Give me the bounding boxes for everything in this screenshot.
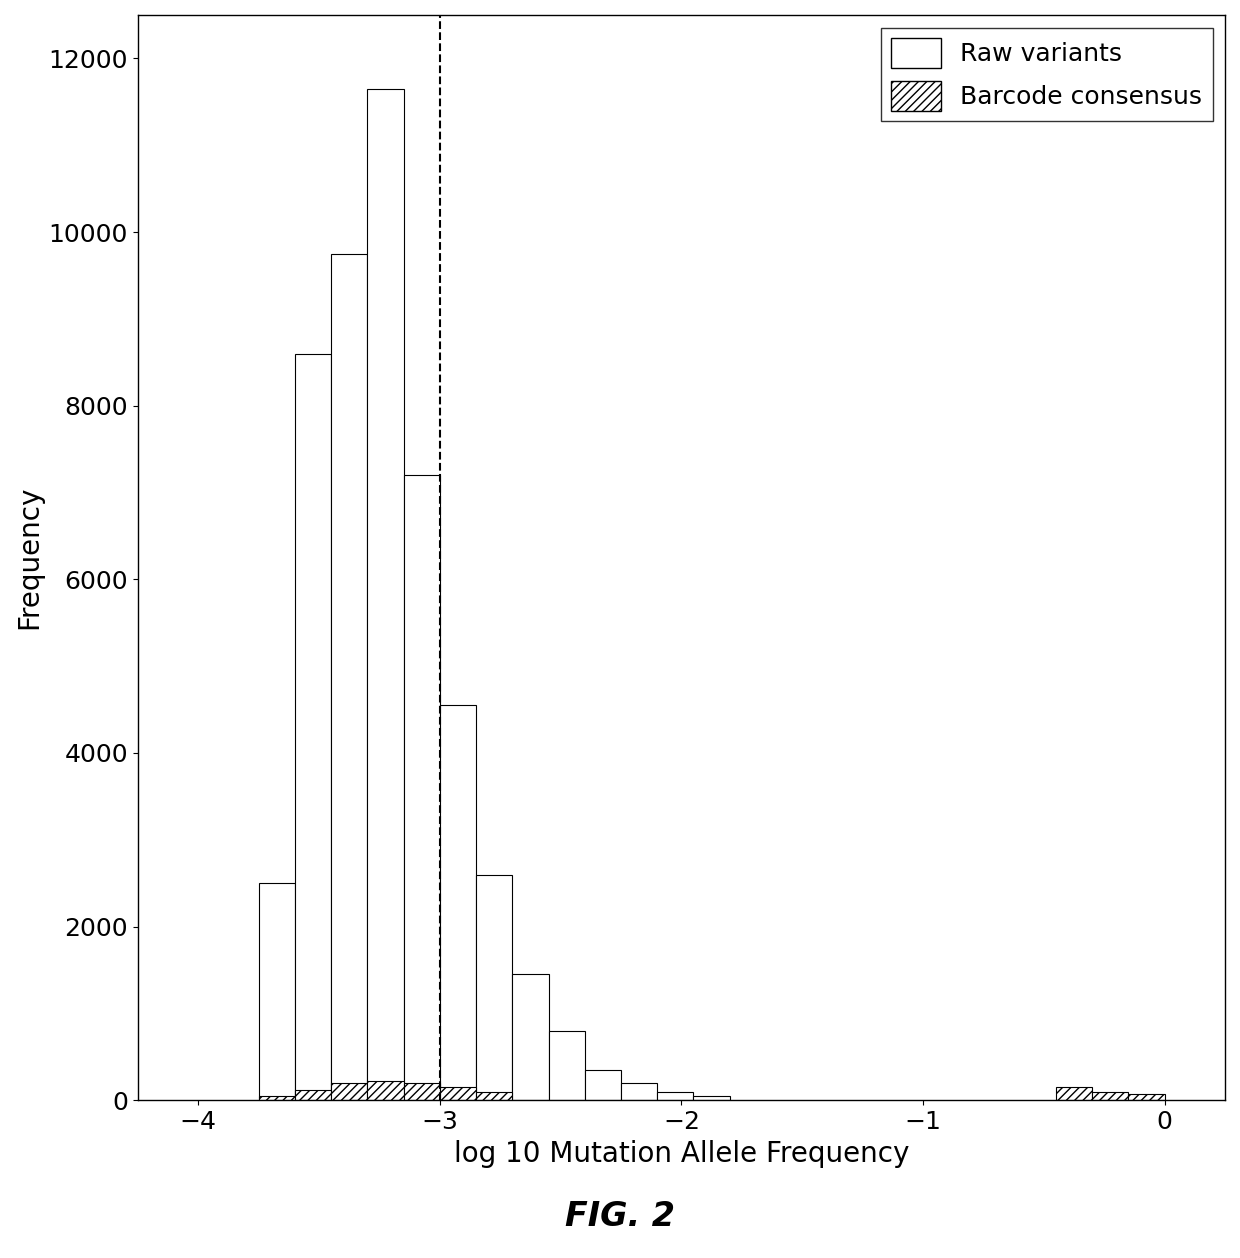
Bar <box>621 1083 657 1101</box>
Y-axis label: Frequency: Frequency <box>15 486 43 629</box>
Bar <box>367 89 403 1101</box>
X-axis label: log 10 Mutation Allele Frequency: log 10 Mutation Allele Frequency <box>454 1140 909 1167</box>
Bar <box>1056 1087 1092 1101</box>
Bar <box>1128 1094 1164 1101</box>
Legend: Raw variants, Barcode consensus: Raw variants, Barcode consensus <box>880 28 1213 121</box>
Bar <box>1092 1092 1128 1101</box>
Bar <box>403 476 440 1101</box>
Bar <box>295 353 331 1101</box>
Bar <box>295 1089 331 1101</box>
Bar <box>331 254 367 1101</box>
Text: FIG. 2: FIG. 2 <box>565 1200 675 1233</box>
Bar <box>476 874 512 1101</box>
Bar <box>693 1096 729 1101</box>
Bar <box>585 1069 621 1101</box>
Bar <box>331 1083 367 1101</box>
Bar <box>548 1030 585 1101</box>
Bar <box>403 1083 440 1101</box>
Bar <box>440 1087 476 1101</box>
Bar <box>259 883 295 1101</box>
Bar <box>476 1092 512 1101</box>
Bar <box>259 1096 295 1101</box>
Bar <box>657 1092 693 1101</box>
Bar <box>512 975 548 1101</box>
Bar <box>367 1081 403 1101</box>
Bar <box>440 706 476 1101</box>
